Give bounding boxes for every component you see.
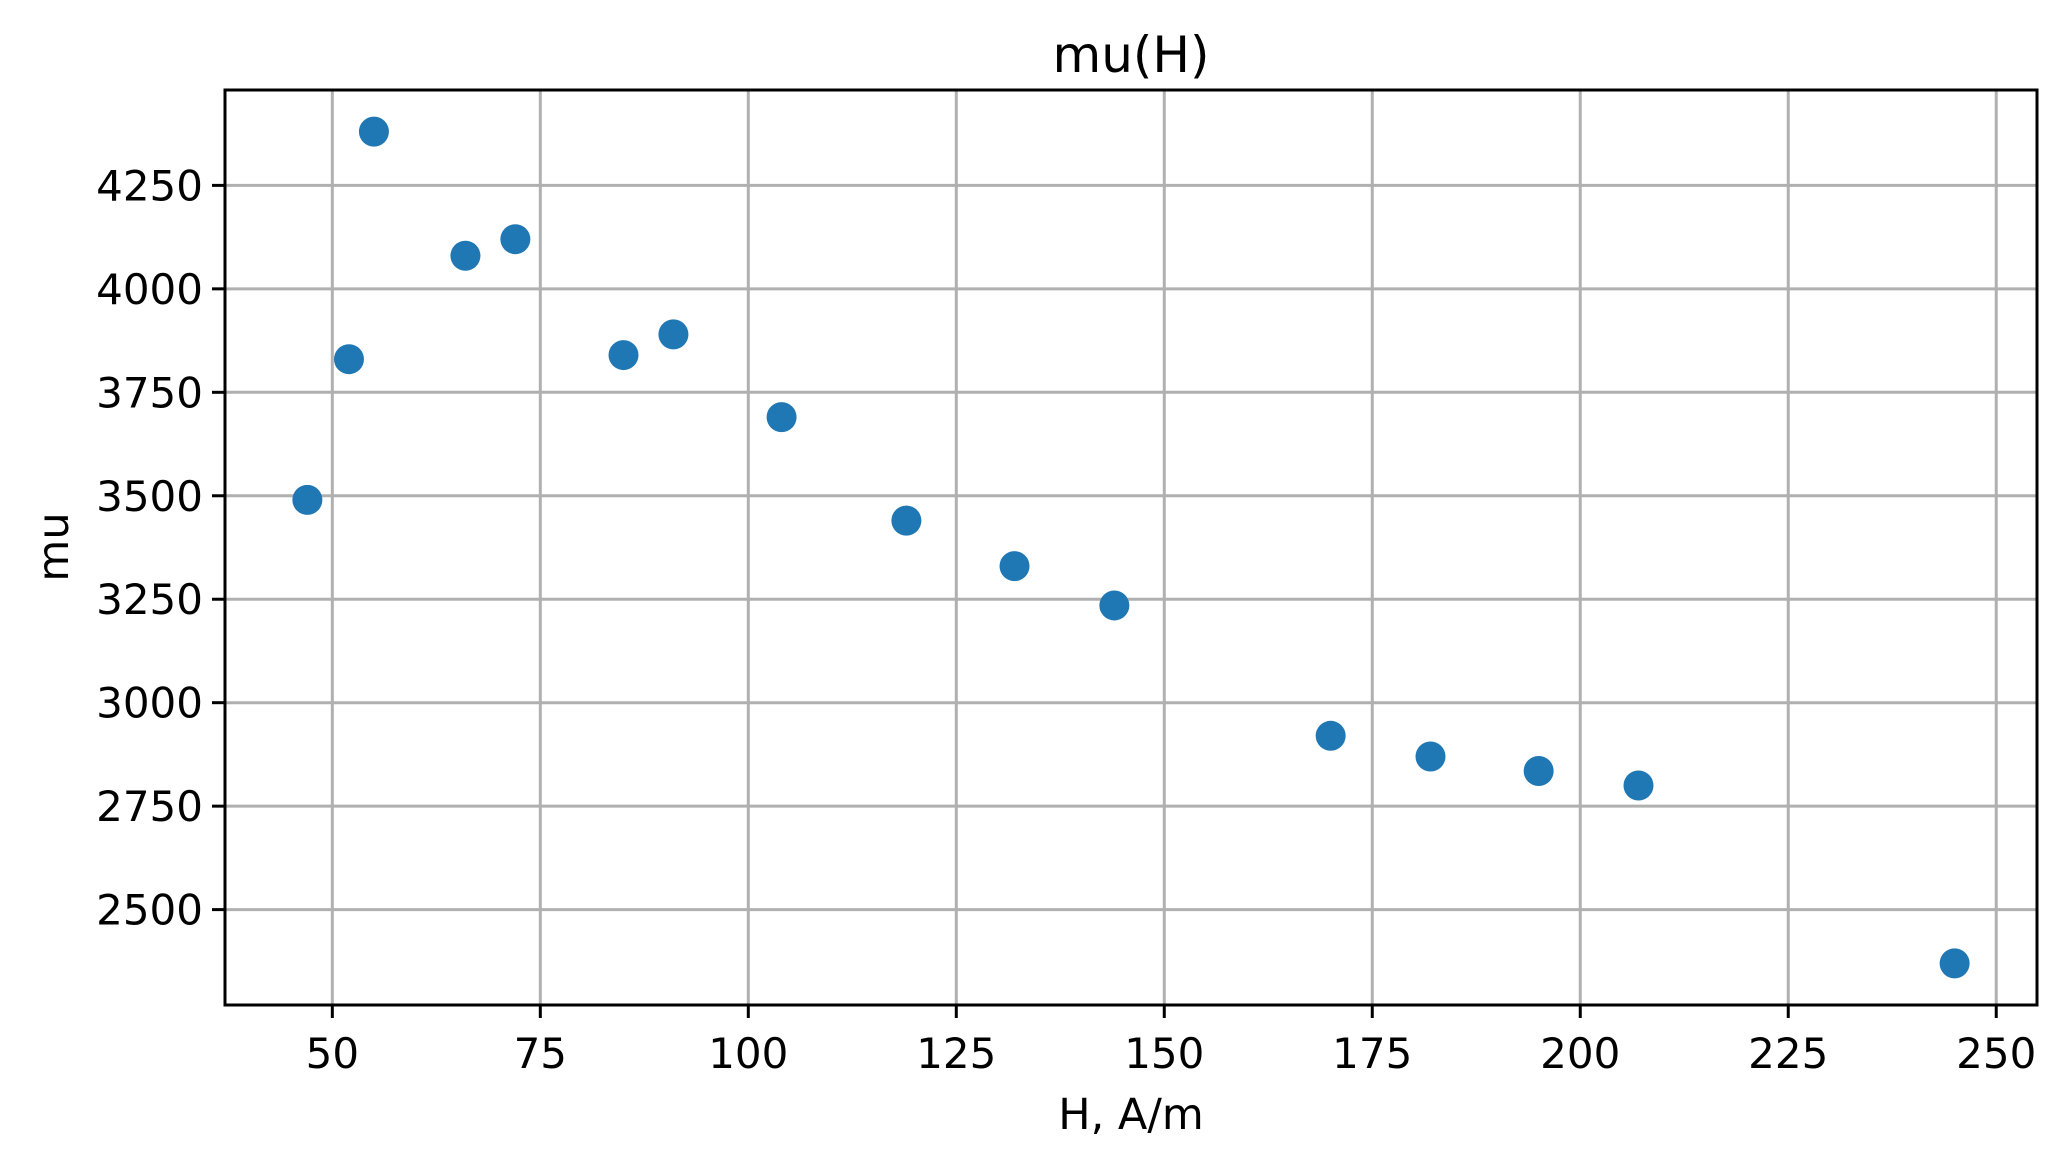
data-point: [358, 116, 389, 147]
x-tick-label: 150: [1124, 1029, 1204, 1078]
y-tick-label: 3500: [96, 472, 203, 521]
data-point: [1099, 590, 1130, 621]
x-tick-label: 100: [708, 1029, 788, 1078]
data-point: [292, 484, 323, 515]
chart-title: mu(H): [1052, 26, 1209, 84]
data-point: [500, 224, 531, 255]
y-tick-label: 3250: [96, 575, 203, 624]
x-tick-label: 200: [1540, 1029, 1620, 1078]
data-point: [608, 340, 639, 371]
x-tick-label: 175: [1332, 1029, 1412, 1078]
y-tick-label: 3000: [96, 679, 203, 728]
data-point: [1623, 770, 1654, 801]
data-point: [658, 319, 689, 350]
x-tick-label: 225: [1748, 1029, 1828, 1078]
data-point: [1415, 741, 1446, 772]
y-tick-label: 2750: [96, 782, 203, 831]
data-point: [333, 344, 364, 375]
y-tick-label: 3750: [96, 368, 203, 417]
y-tick-label: 4000: [96, 265, 203, 314]
plot-border: [223, 88, 2039, 1007]
grid-layer: [225, 90, 2037, 1005]
tick-layer: 50 75 100 125 150 175 200 225 250 2500 2750 3000 325…: [96, 161, 2036, 1078]
x-tick-label: 250: [1956, 1029, 2036, 1078]
x-axis-label: H, A/m: [1058, 1090, 1203, 1140]
data-point: [1523, 755, 1554, 786]
x-tick-label: 125: [916, 1029, 996, 1078]
data-point: [999, 551, 1030, 582]
x-tick-label: 50: [306, 1029, 359, 1078]
y-tick-label: 2500: [96, 886, 203, 935]
data-point: [1939, 948, 1970, 979]
data-point: [1315, 720, 1346, 751]
y-tick-label: 4250: [96, 161, 203, 210]
data-point: [891, 505, 922, 536]
data-point: [450, 240, 481, 271]
point-layer: [292, 116, 1970, 979]
y-axis-label: mu: [29, 512, 79, 581]
x-tick-label: 75: [514, 1029, 567, 1078]
data-point: [766, 402, 797, 433]
